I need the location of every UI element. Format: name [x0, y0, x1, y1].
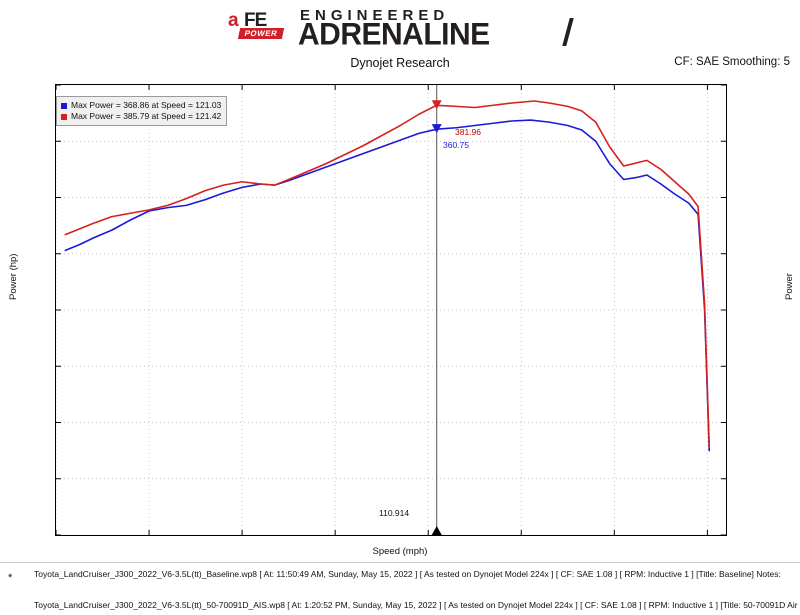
legend-label-baseline: Max Power = 368.86 at Speed = 121.03 — [71, 100, 222, 110]
afe-adrenaline-brand: a FE POWER ENGINEERED ADRENALINE — [228, 4, 574, 52]
page-header: a FE POWER ENGINEERED ADRENALINE Dynojet… — [0, 0, 800, 70]
afe-logo-fe: FE — [244, 10, 267, 31]
chart-title: Dynojet Research — [350, 56, 450, 70]
afe-power-logo: a FE POWER — [228, 10, 290, 40]
footer-line-2: Toyota_LandCruiser_J300_2022_V6-3.5L(tt)… — [34, 600, 800, 610]
legend-item-intake: Max Power = 385.79 at Speed = 121.42 — [61, 111, 221, 122]
legend-swatch-blue — [61, 102, 67, 109]
chart-footer: * Toyota_LandCruiser_J300_2022_V6-3.5L(t… — [0, 562, 800, 610]
adrenaline-slash-decor — [562, 18, 574, 46]
afe-logo-power: POWER — [237, 28, 285, 39]
cursor-value-red: 381.96 — [455, 127, 481, 137]
cf-smoothing-note: CF: SAE Smoothing: 5 — [674, 56, 790, 68]
y-axis-label-right: Power — [784, 273, 795, 300]
footer-line-2-row: * Toyota_LandCruiser_J300_2022_V6-3.5L(t… — [0, 600, 800, 615]
chart-svg: 0050501001001501502002002502503003003503… — [56, 85, 726, 535]
legend-item-baseline: Max Power = 368.86 at Speed = 121.03 — [61, 100, 221, 111]
legend-swatch-red — [61, 113, 67, 120]
y-axis-label-left: Power (hp) — [8, 253, 19, 300]
chart-plot-area: 0050501001001501502002002502503003003503… — [55, 84, 727, 536]
afe-logo-a: a — [228, 10, 239, 31]
engineered-word: ENGINEERED — [300, 7, 450, 24]
footer-line-1: Toyota_LandCruiser_J300_2022_V6-3.5L(tt)… — [34, 569, 781, 579]
x-axis-label: Speed (mph) — [372, 546, 428, 557]
footer-bullet-1: * — [8, 572, 13, 584]
cursor-value-blue: 360.75 — [443, 140, 469, 150]
footer-line-1-row: * Toyota_LandCruiser_J300_2022_V6-3.5L(t… — [0, 569, 800, 584]
adrenaline-word: ADRENALINE — [298, 17, 490, 52]
chart-legend: Max Power = 368.86 at Speed = 121.03 Max… — [56, 96, 228, 126]
legend-label-intake: Max Power = 385.79 at Speed = 121.42 — [71, 111, 222, 121]
cursor-speed-label: 110.914 — [379, 508, 410, 518]
